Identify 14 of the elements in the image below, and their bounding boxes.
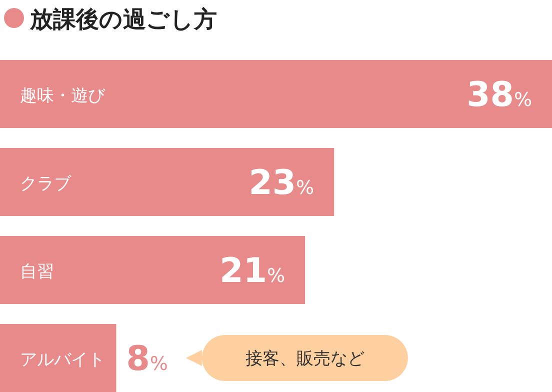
y-tick-label: 趣味・遊び [20, 86, 106, 106]
annotation: 接客、販売など [245, 349, 364, 369]
bar [0, 60, 552, 128]
bar [0, 148, 334, 216]
data-label: 8% [126, 339, 168, 379]
data-label: 38% [466, 75, 532, 115]
bar [0, 324, 116, 392]
y-tick-label: アルバイト [20, 350, 105, 370]
chart-title: 放課後の過ごし方 [29, 6, 217, 33]
data-label: 21% [220, 251, 286, 291]
y-tick-label: クラブ [20, 174, 72, 194]
data-label: 23% [248, 163, 314, 203]
bar [0, 236, 306, 304]
y-tick-label: 自習 [20, 262, 54, 282]
